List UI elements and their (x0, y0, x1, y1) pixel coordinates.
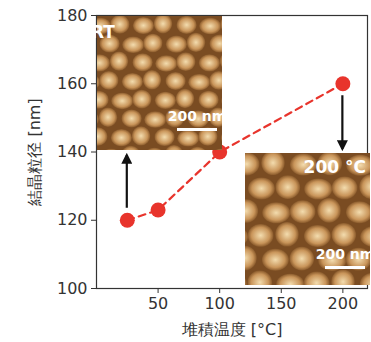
svg-text:100: 100 (57, 279, 88, 298)
svg-text:120: 120 (57, 210, 88, 229)
svg-text:100: 100 (204, 294, 235, 313)
svg-text:RT: RT (91, 22, 115, 42)
svg-text:200 nm: 200 nm (316, 246, 371, 262)
svg-text:180: 180 (57, 6, 88, 25)
svg-text:200: 200 (328, 294, 359, 313)
svg-text:50: 50 (148, 294, 168, 313)
svg-text:200 nm: 200 nm (168, 108, 227, 124)
svg-text:200 °C: 200 °C (304, 157, 366, 177)
svg-text:結晶粒径 [nm]: 結晶粒径 [nm] (25, 98, 44, 206)
svg-text:160: 160 (57, 74, 88, 93)
svg-text:140: 140 (57, 142, 88, 161)
svg-text:堆積温度 [°C]: 堆積温度 [°C] (181, 320, 283, 339)
svg-text:150: 150 (266, 294, 297, 313)
